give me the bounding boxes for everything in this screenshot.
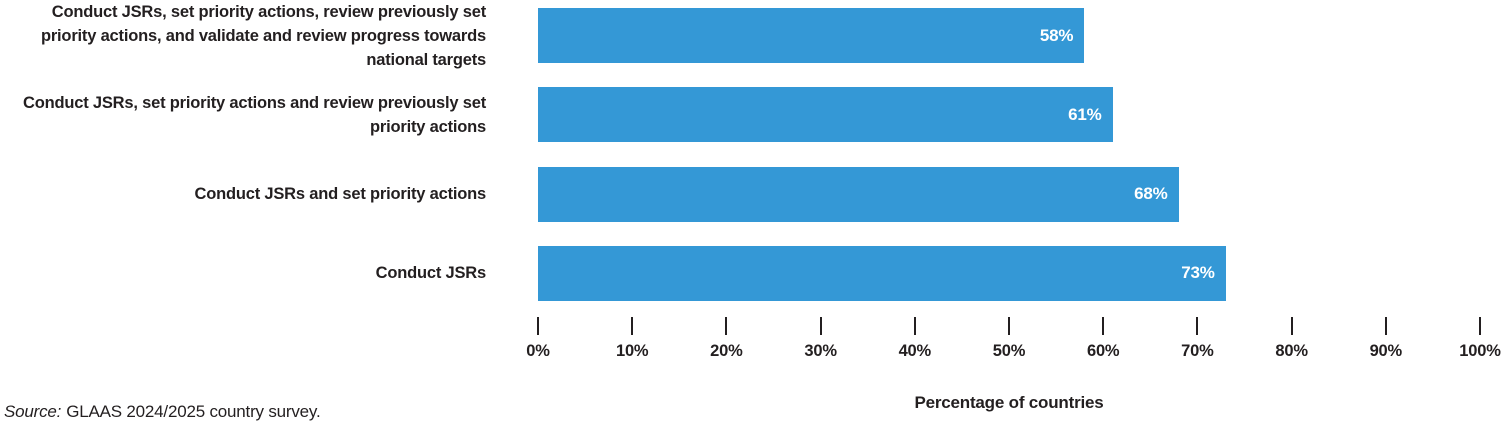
x-axis-tick-mark	[1479, 317, 1481, 335]
source-note-text: GLAAS 2024/2025 country survey.	[66, 402, 321, 421]
category-label: Conduct JSRs	[375, 264, 487, 283]
category-label: Conduct JSRs, set priority actions, revi…	[40, 2, 486, 69]
source-note-prefix: Source:	[4, 402, 62, 421]
x-axis-tick-mark	[1384, 317, 1387, 335]
x-axis-tick-label: 60%	[1086, 342, 1120, 360]
x-axis-tick-label: 40%	[898, 342, 932, 360]
x-axis-tick-mark	[1008, 317, 1010, 335]
category-label: Conduct JSRs, set priority actions and r…	[23, 93, 486, 136]
bar-value-label: 58%	[1039, 25, 1074, 45]
x-axis-tick-label: 10%	[615, 342, 649, 360]
x-axis-title: Percentage of countries	[914, 393, 1104, 412]
bar-value-label: 68%	[1134, 184, 1168, 204]
x-axis-tick-label: 70%	[1181, 342, 1214, 360]
bar: 58%	[538, 8, 1085, 63]
x-axis-tick-mark	[1102, 317, 1105, 335]
x-axis-tick-label: 0%	[526, 342, 550, 360]
x-axis-tick-label: 30%	[804, 342, 837, 360]
category-label: Conduct JSRs and set priority actions	[194, 185, 487, 204]
bar: 68%	[538, 166, 1179, 222]
x-axis-tick-label: 90%	[1369, 342, 1403, 360]
x-axis-tick-label: 80%	[1275, 342, 1308, 360]
source-note: Source: GLAAS 2024/2025 country survey.	[4, 402, 321, 422]
x-axis-tick-mark	[819, 317, 822, 335]
bar: 73%	[538, 245, 1226, 301]
x-axis-tick-mark	[913, 317, 916, 335]
x-axis-tick-mark	[1196, 317, 1199, 335]
x-axis-tick-label: 100%	[1459, 342, 1501, 360]
x-axis-tick-mark	[1290, 317, 1293, 335]
bar-value-label: 73%	[1181, 263, 1215, 283]
x-axis-tick-mark	[631, 317, 634, 335]
bar-value-label: 61%	[1068, 104, 1102, 124]
x-axis-tick-label: 20%	[710, 342, 743, 360]
x-axis-tick-mark	[537, 317, 539, 335]
x-axis-tick-label: 50%	[992, 342, 1026, 360]
bar: 61%	[538, 87, 1113, 143]
x-axis-tick-mark	[725, 317, 728, 335]
